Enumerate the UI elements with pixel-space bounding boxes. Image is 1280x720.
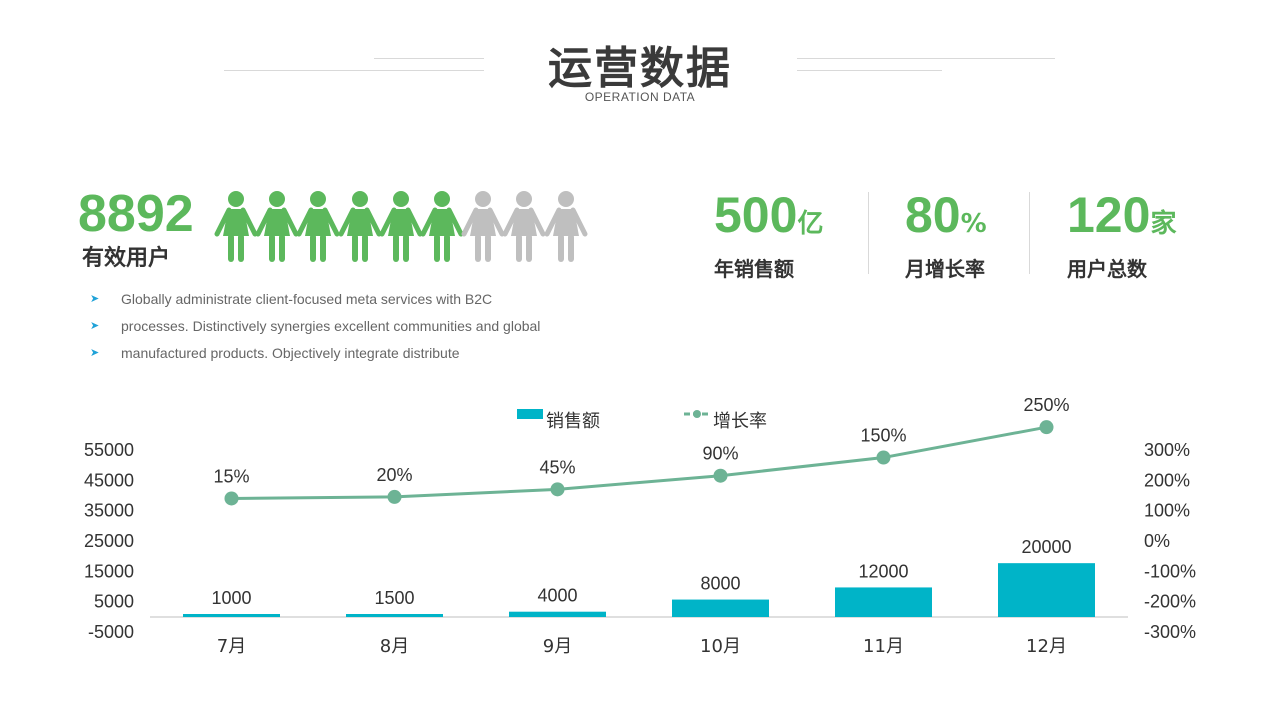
left-axis-tick-label: 45000 [84, 470, 134, 490]
right-axis-tick-label: 0% [1144, 531, 1170, 551]
stat-number: 500 [714, 187, 798, 243]
growth-data-label: 90% [702, 444, 738, 464]
legend-label: 销售额 [546, 411, 600, 432]
growth-point [224, 491, 239, 506]
person-icon [338, 190, 382, 264]
stat-label: 年销售额 [714, 257, 794, 281]
legend-label: 增长率 [713, 411, 767, 432]
bar-data-label: 1000 [211, 588, 251, 608]
category-label: 8月 [380, 636, 409, 657]
category-label: 7月 [217, 636, 246, 657]
list-item-text: processes. Distinctively synergies excel… [121, 318, 541, 334]
stat-unit: 亿 [797, 209, 824, 239]
stat-value: 120家 [1067, 186, 1176, 253]
header-divider-right [797, 70, 942, 71]
person-icon [296, 190, 340, 264]
bar [835, 587, 932, 617]
stat-number: 80 [905, 187, 961, 243]
category-label: 12月 [1026, 636, 1067, 657]
arrow-bullet-icon: ➤ [90, 320, 100, 332]
list-item-text: Globally administrate client-focused met… [121, 291, 493, 307]
page-subtitle: OPERATION DATA [584, 90, 696, 104]
list-item-text: manufactured products. Objectively integ… [121, 345, 460, 361]
description-list: ➤ Globally administrate client-focused me… [90, 288, 540, 369]
bar-data-label: 20000 [1021, 537, 1071, 557]
bar-data-label: 8000 [700, 574, 740, 594]
right-axis-tick-label: -200% [1144, 592, 1196, 612]
header-divider-right-top [797, 58, 1055, 59]
list-item: ➤ processes. Distinctively synergies exce… [90, 315, 540, 342]
bar [998, 563, 1095, 617]
growth-data-label: 45% [539, 457, 575, 477]
legend-swatch-marker [693, 410, 701, 418]
left-axis-tick-label: 15000 [84, 561, 134, 581]
growth-point [1039, 420, 1054, 435]
sales-growth-chart: 销售额 增长率 55000 45000 35000 25000 15000 5000 -5000… [84, 395, 1196, 657]
left-axis-tick-label: 25000 [84, 531, 134, 551]
person-icon [502, 190, 546, 264]
growth-line [231, 425, 1047, 500]
arrow-bullet-icon: ➤ [90, 293, 100, 305]
person-icon [461, 190, 505, 264]
list-item: ➤ manufactured products. Objectively inte… [90, 342, 540, 369]
bar-data-label: 1500 [374, 588, 414, 608]
stat-label: 月增长率 [905, 257, 985, 281]
stat-divider [1029, 192, 1030, 274]
category-label: 9月 [543, 636, 572, 657]
growth-point [713, 468, 728, 483]
bar [183, 614, 280, 617]
bar-data-label: 12000 [858, 561, 908, 581]
page-title: 运营数据 [548, 43, 732, 94]
active-users-label: 有效用户 [82, 246, 171, 271]
stat-divider [868, 192, 869, 274]
stat-unit: % [960, 209, 987, 239]
growth-point [550, 482, 565, 497]
left-axis-tick-label: -5000 [88, 622, 134, 642]
bar [346, 614, 443, 617]
growth-data-label: 150% [860, 426, 906, 446]
right-axis-tick-label: 300% [1144, 440, 1190, 460]
bar [509, 611, 606, 617]
stat-value: 500亿 [714, 186, 823, 253]
category-label: 10月 [700, 636, 741, 657]
person-icon [379, 190, 423, 264]
left-axis-tick-label: 55000 [84, 440, 134, 460]
person-icon [420, 190, 464, 264]
bar [672, 599, 769, 617]
growth-point [876, 450, 891, 465]
right-axis-tick-label: 200% [1144, 470, 1190, 490]
person-icon [214, 190, 258, 264]
legend-swatch-bar [517, 409, 543, 419]
stat-unit: 家 [1150, 209, 1177, 239]
stat-number: 120 [1067, 187, 1151, 243]
list-item: ➤ Globally administrate client-focused me… [90, 288, 540, 315]
growth-data-label: 20% [376, 465, 412, 485]
growth-data-label: 250% [1023, 395, 1069, 415]
stat-label: 用户总数 [1067, 257, 1147, 281]
stat-total-users: 120家 用户总数 [1067, 186, 1176, 282]
header-divider-left-top [374, 58, 484, 59]
bar-data-label: 4000 [537, 586, 577, 606]
active-users-count: 8892 [78, 185, 194, 243]
header-divider-left [224, 70, 484, 71]
right-axis-tick-label: -300% [1144, 622, 1196, 642]
person-icon [544, 190, 588, 264]
arrow-bullet-icon: ➤ [90, 347, 100, 359]
person-icon [255, 190, 299, 264]
right-axis-tick-label: 100% [1144, 501, 1190, 521]
right-axis-tick-label: -100% [1144, 561, 1196, 581]
growth-data-label: 15% [213, 466, 249, 486]
category-label: 11月 [863, 636, 904, 657]
stat-monthly-growth: 80% 月增长率 [905, 186, 987, 282]
growth-point [387, 489, 402, 504]
left-axis-tick-label: 5000 [94, 592, 134, 612]
stat-value: 80% [905, 186, 987, 253]
left-axis-tick-label: 35000 [84, 501, 134, 521]
stat-annual-sales: 500亿 年销售额 [714, 186, 823, 282]
